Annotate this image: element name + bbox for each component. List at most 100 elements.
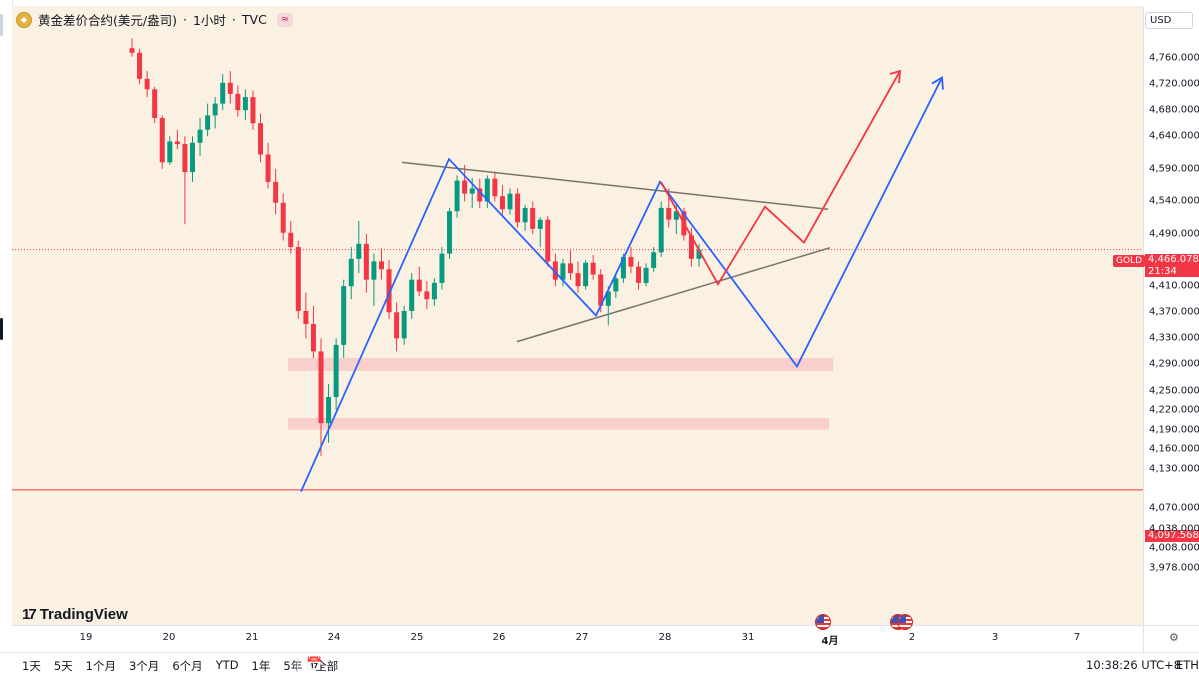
range-3m-button[interactable]: 3个月 <box>128 659 160 673</box>
symbol-legend[interactable]: ◆ 黄金差价合约(美元/盎司) · 1小时 · TVC ≈ <box>16 10 294 29</box>
candle-body[interactable] <box>575 273 581 287</box>
candle-body[interactable] <box>273 181 279 203</box>
candle-body[interactable] <box>371 261 377 280</box>
candle-body[interactable] <box>235 93 241 111</box>
candle-body[interactable] <box>567 263 573 274</box>
candle-body[interactable] <box>265 154 271 182</box>
candle-body[interactable] <box>280 202 286 233</box>
candle-body[interactable] <box>605 291 611 306</box>
chart-plot-area[interactable] <box>12 6 1143 625</box>
candle-body[interactable] <box>477 188 483 202</box>
range-1d-button[interactable]: 1天 <box>22 659 41 673</box>
range-ytd-button[interactable]: YTD <box>215 658 239 672</box>
gear-icon[interactable]: ⚙ <box>1169 631 1179 644</box>
candle-body[interactable] <box>137 52 143 79</box>
candle-body[interactable] <box>636 266 642 283</box>
candle-body[interactable] <box>522 207 528 223</box>
candle-body[interactable] <box>499 196 505 210</box>
candle-body[interactable] <box>394 312 400 339</box>
panel-resize-handle[interactable] <box>0 318 3 340</box>
candle-body[interactable] <box>590 262 596 275</box>
candle-body[interactable] <box>159 117 165 163</box>
candle-body[interactable] <box>515 193 521 223</box>
candle-body[interactable] <box>288 232 294 248</box>
red-projection-path[interactable] <box>660 70 901 287</box>
us-flag-icon[interactable] <box>897 614 913 630</box>
candle-body[interactable] <box>696 249 702 259</box>
upper-demand-zone[interactable] <box>288 357 833 371</box>
triangle-support-line[interactable] <box>516 247 831 343</box>
session-toggle[interactable]: ETH <box>1176 658 1199 672</box>
candle-body[interactable] <box>378 261 384 270</box>
market-status-icon[interactable]: ≈ <box>276 12 294 27</box>
candle-body[interactable] <box>167 141 173 163</box>
candle-body[interactable] <box>469 188 475 194</box>
candle-body[interactable] <box>651 252 657 268</box>
candle-body[interactable] <box>258 123 264 155</box>
range-all-button[interactable]: 全部 <box>315 659 339 673</box>
candle-body[interactable] <box>386 269 392 313</box>
candle-body[interactable] <box>129 48 135 53</box>
candle-body[interactable] <box>318 351 324 424</box>
triangle-resistance-line[interactable] <box>401 161 829 211</box>
candle-body[interactable] <box>484 178 490 202</box>
candle-body[interactable] <box>326 397 332 424</box>
symbol-interval[interactable]: 1小时 <box>192 13 226 28</box>
candle-body[interactable] <box>220 82 226 104</box>
clock-timezone[interactable]: 10:38:26 UTC+8 <box>1086 658 1182 672</box>
candle-body[interactable] <box>227 82 233 94</box>
candle-body[interactable] <box>333 344 339 398</box>
candle-body[interactable] <box>303 310 309 325</box>
candle-body[interactable] <box>643 267 649 283</box>
candle-body[interactable] <box>628 256 634 267</box>
candle-body[interactable] <box>492 178 498 197</box>
candle-body[interactable] <box>658 207 664 253</box>
candle-body[interactable] <box>560 263 566 280</box>
candle-body[interactable] <box>583 262 589 287</box>
candle-body[interactable] <box>197 129 203 143</box>
candle-body[interactable] <box>447 211 453 254</box>
time-axis[interactable] <box>12 625 1143 653</box>
candle-body[interactable] <box>401 310 407 339</box>
blue-projection-path[interactable] <box>300 77 943 492</box>
candle-body[interactable] <box>552 261 558 280</box>
panel-collapse-handle[interactable] <box>0 14 3 36</box>
candle-body[interactable] <box>431 282 437 300</box>
lower-demand-zone[interactable] <box>288 417 829 430</box>
candle-body[interactable] <box>409 279 415 311</box>
candle-body[interactable] <box>310 324 316 352</box>
candle-body[interactable] <box>212 103 218 116</box>
range-5y-button[interactable]: 5年 <box>283 659 303 673</box>
range-6m-button[interactable]: 6个月 <box>172 659 203 673</box>
candle-body[interactable] <box>613 278 619 292</box>
candle-body[interactable] <box>507 193 513 210</box>
candle-body[interactable] <box>348 258 354 287</box>
candle-body[interactable] <box>242 97 248 111</box>
candle-body[interactable] <box>439 253 445 283</box>
range-1m-button[interactable]: 1个月 <box>85 659 116 673</box>
range-1y-button[interactable]: 1年 <box>251 659 271 673</box>
candle-body[interactable] <box>174 141 180 145</box>
candle-body[interactable] <box>205 115 211 130</box>
candle-body[interactable] <box>363 243 369 280</box>
candle-body[interactable] <box>620 256 626 279</box>
candle-body[interactable] <box>598 274 604 306</box>
candle-body[interactable] <box>454 180 460 212</box>
candle-body[interactable] <box>250 97 256 124</box>
candle-body[interactable] <box>189 142 195 173</box>
calendar-range-icon[interactable]: 📅 <box>306 657 323 672</box>
candle-body[interactable] <box>673 211 679 220</box>
symbol-name[interactable]: 黄金差价合约(美元/盎司) <box>38 13 177 28</box>
currency-selector[interactable]: USD <box>1145 12 1193 29</box>
candle-body[interactable] <box>182 144 188 173</box>
candle-body[interactable] <box>537 219 543 229</box>
candle-body[interactable] <box>144 78 150 90</box>
us-flag-icon[interactable] <box>815 614 831 630</box>
candle-body[interactable] <box>424 291 430 300</box>
price-axis[interactable] <box>1143 6 1199 625</box>
candle-body[interactable] <box>462 180 468 194</box>
candle-body[interactable] <box>416 279 422 292</box>
candle-body[interactable] <box>688 235 694 259</box>
candle-body[interactable] <box>295 247 301 311</box>
candle-body[interactable] <box>545 219 551 262</box>
